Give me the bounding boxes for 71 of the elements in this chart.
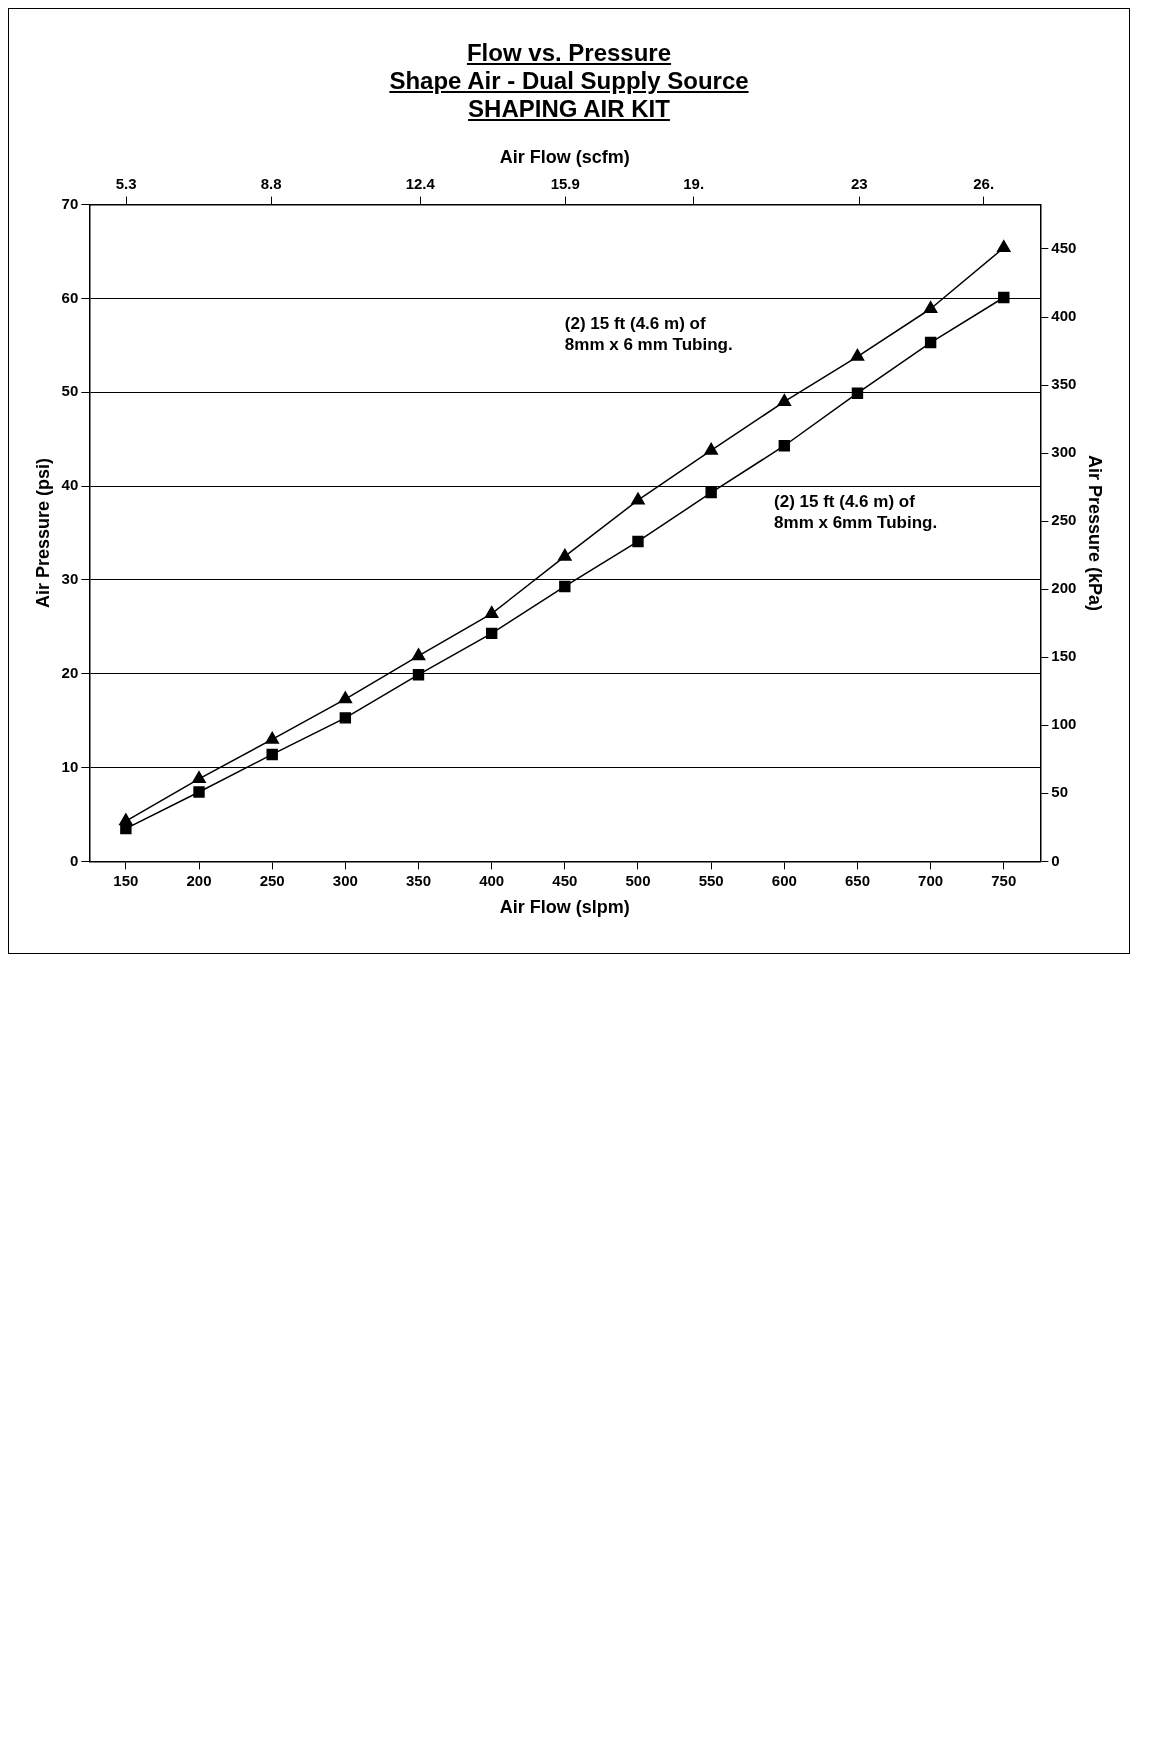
x-tick-label: 200 (186, 871, 212, 889)
point (411, 648, 426, 661)
y-tick-label: 10 (61, 757, 79, 775)
y2-tick-label: 350 (1051, 375, 1077, 393)
y-axis-title: Air Pressure (psi) (32, 457, 53, 609)
point (851, 387, 864, 399)
point (704, 442, 718, 455)
x-tick-label: 500 (625, 871, 651, 889)
point (193, 786, 205, 798)
point (559, 580, 571, 593)
x-tick-label: 650 (844, 871, 870, 889)
point (631, 492, 645, 505)
point (778, 440, 791, 452)
point (485, 627, 498, 640)
y2-tick-label: 250 (1051, 511, 1077, 529)
y-tick-label: 30 (61, 570, 79, 588)
x-tick-label: 350 (405, 871, 432, 889)
y2-tick-label: 200 (1051, 579, 1077, 597)
x2-tick-label: 19. (683, 174, 705, 192)
y2-tick-label: 450 (1051, 239, 1077, 257)
point (484, 605, 499, 618)
x-tick-label: 700 (918, 871, 944, 889)
y-tick-label: 40 (61, 476, 79, 494)
point (998, 291, 1010, 304)
point (632, 535, 644, 548)
x2-tick-label: 12.4 (405, 174, 436, 192)
point (923, 301, 938, 313)
x-tick-label: 250 (259, 871, 285, 889)
point (412, 668, 425, 681)
y-tick-label: 60 (61, 288, 79, 306)
chart-title: Flow vs. Pressure (465, 39, 673, 67)
point (339, 712, 352, 724)
point (705, 486, 717, 499)
annotation: (2) 15 ft (4.6 m) of 8mm x 6mm Tubing. (774, 491, 938, 532)
x2-tick-label: 23 (851, 174, 868, 192)
y-tick-label: 50 (61, 382, 79, 400)
x2-tick-label: 15.9 (550, 174, 580, 192)
point (338, 691, 353, 704)
x-tick-label: 550 (698, 871, 724, 889)
y2-tick-label: 300 (1051, 443, 1077, 461)
point (265, 731, 279, 744)
x-tick-label: 750 (991, 871, 1017, 889)
x2-axis-title: Air Flow (scfm) (499, 146, 630, 167)
point (266, 748, 278, 761)
point (120, 822, 132, 835)
point (850, 348, 865, 361)
point (777, 393, 792, 406)
point (192, 771, 206, 784)
x-tick-label: 600 (771, 871, 797, 889)
x-tick-label: 450 (552, 871, 578, 889)
annotation: (2) 15 ft (4.6 m) of 8mm x 6 mm Tubing. (564, 314, 733, 355)
y-tick-label: 20 (61, 663, 79, 681)
chart-subtitle: Shape Air - Dual Supply Source SHAPING AIR KIT (388, 67, 750, 123)
x2-tick-label: 5.3 (115, 174, 137, 192)
y-tick-label: 0 (69, 851, 79, 869)
x-tick-label: 400 (479, 871, 505, 889)
y2-tick-label: 150 (1051, 647, 1077, 665)
y2-tick-label: 0 (1051, 851, 1060, 869)
y-tick-label: 70 (61, 194, 79, 212)
y2-tick-label: 50 (1051, 783, 1069, 801)
point (924, 336, 937, 349)
point (558, 548, 572, 561)
point (996, 240, 1011, 253)
x-axis-title: Air Flow (slpm) (499, 897, 630, 918)
x2-tick-label: 26. (973, 174, 995, 192)
x-tick-label: 150 (113, 871, 139, 889)
y2-tick-label: 400 (1051, 307, 1077, 325)
y2-axis-title: Air Pressure (kPa) (1085, 454, 1106, 612)
x-tick-label: 300 (332, 871, 358, 889)
x2-tick-label: 8.8 (260, 174, 282, 192)
y2-tick-label: 100 (1051, 715, 1077, 733)
